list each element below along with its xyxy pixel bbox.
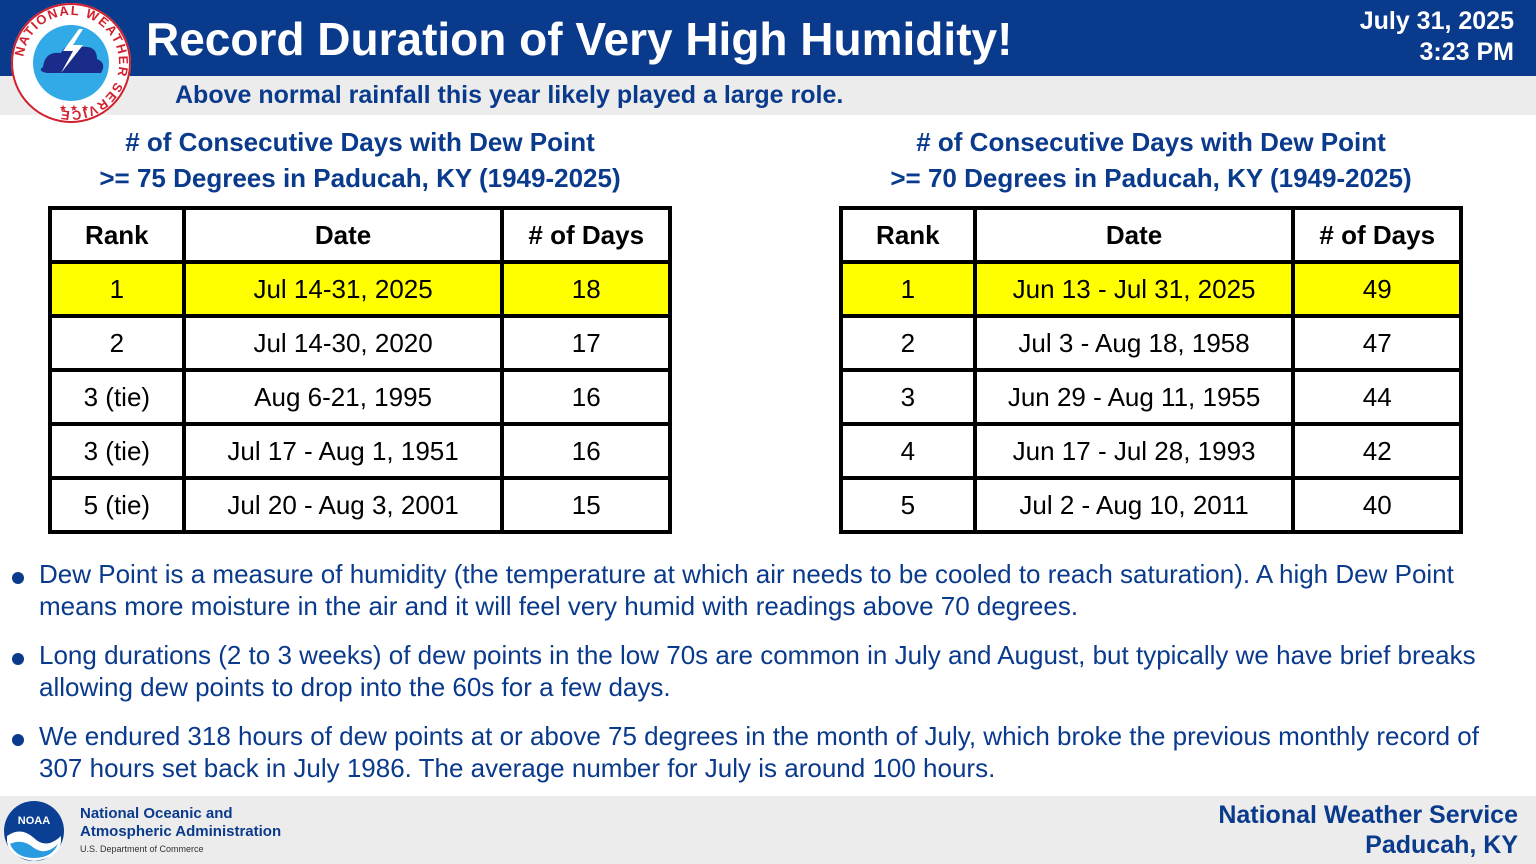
table-row: 1 Jul 14-31, 2025 18: [48, 260, 672, 318]
rank-cell: 3 (tie): [48, 422, 186, 480]
records-table-70: Rank Date # of Days 1 Jun 13 - Jul 31, 2…: [839, 206, 1463, 534]
date-cell: Jul 17 - Aug 1, 1951: [181, 422, 505, 480]
subtitle-band: [0, 76, 1536, 115]
days-cell: 18: [500, 260, 672, 318]
date-cell: Jul 3 - Aug 18, 1958: [972, 314, 1296, 372]
table-header-row: Rank Date # of Days: [48, 206, 672, 264]
section-dewpoint-75: # of Consecutive Days with Dew Point >= …: [48, 124, 672, 534]
noaa-name-line2: Atmospheric Administration: [80, 823, 282, 840]
noaa-department: U.S. Department of Commerce: [80, 844, 204, 854]
date-cell: Jun 17 - Jul 28, 1993: [972, 422, 1296, 480]
date-cell: Aug 6-21, 1995: [181, 368, 505, 426]
nws-logo-icon: NATIONAL WEATHER SERVICE ★ ★ ★: [11, 3, 131, 123]
issue-time: 3:23 PM: [1419, 38, 1514, 66]
date-cell: Jul 14-30, 2020: [181, 314, 505, 372]
section-title-75-line1: # of Consecutive Days with Dew Point: [125, 127, 595, 157]
bullet-dot-icon: [12, 734, 24, 746]
table-row: 5 (tie) Jul 20 - Aug 3, 2001 15: [48, 476, 672, 534]
days-cell: 16: [500, 368, 672, 426]
issue-date: July 31, 2025: [1359, 7, 1514, 35]
rank-cell: 3 (tie): [48, 368, 186, 426]
notes-list: Dew Point is a measure of humidity (the …: [12, 558, 1527, 801]
section-dewpoint-70: # of Consecutive Days with Dew Point >= …: [839, 124, 1463, 534]
page-title: Record Duration of Very High Humidity!: [146, 13, 1013, 65]
rank-cell: 1: [839, 260, 977, 318]
footer-band: [0, 796, 1536, 864]
note-text: Long durations (2 to 3 weeks) of dew poi…: [39, 640, 1476, 702]
table-row: 3 (tie) Aug 6-21, 1995 16: [48, 368, 672, 426]
table-row: 4 Jun 17 - Jul 28, 1993 42: [839, 422, 1463, 480]
days-cell: 42: [1291, 422, 1463, 480]
days-cell: 49: [1291, 260, 1463, 318]
table-row: 5 Jul 2 - Aug 10, 2011 40: [839, 476, 1463, 534]
nws-office-line1: National Weather Service: [1218, 801, 1518, 829]
table-row: 1 Jun 13 - Jul 31, 2025 49: [839, 260, 1463, 318]
noaa-name-line1: National Oceanic and: [80, 805, 233, 822]
date-cell: Jun 29 - Aug 11, 1955: [972, 368, 1296, 426]
date-cell: Jul 14-31, 2025: [181, 260, 505, 318]
list-item: We endured 318 hours of dew points at or…: [12, 720, 1527, 784]
svg-text:NOAA: NOAA: [18, 815, 50, 827]
date-cell: Jul 2 - Aug 10, 2011: [972, 476, 1296, 534]
column-header-rank: Rank: [48, 206, 186, 264]
date-cell: Jun 13 - Jul 31, 2025: [972, 260, 1296, 318]
noaa-logo-icon: NOAA: [4, 801, 64, 861]
rank-cell: 2: [48, 314, 186, 372]
days-cell: 17: [500, 314, 672, 372]
note-text: Dew Point is a measure of humidity (the …: [39, 559, 1454, 621]
column-header-date: Date: [181, 206, 505, 264]
bullet-dot-icon: [12, 653, 24, 665]
days-cell: 44: [1291, 368, 1463, 426]
days-cell: 15: [500, 476, 672, 534]
noaa-name: National Oceanic and Atmospheric Adminis…: [80, 805, 281, 841]
rank-cell: 2: [839, 314, 977, 372]
section-title-75-line2: >= 75 Degrees in Paducah, KY (1949-2025): [99, 163, 621, 193]
rank-cell: 5: [839, 476, 977, 534]
date-cell: Jul 20 - Aug 3, 2001: [181, 476, 505, 534]
records-table-75: Rank Date # of Days 1 Jul 14-31, 2025 18…: [48, 206, 672, 534]
days-cell: 47: [1291, 314, 1463, 372]
rank-cell: 1: [48, 260, 186, 318]
table-row: 2 Jul 14-30, 2020 17: [48, 314, 672, 372]
section-title-70-line2: >= 70 Degrees in Paducah, KY (1949-2025): [890, 163, 1412, 193]
section-title-75: # of Consecutive Days with Dew Point >= …: [48, 124, 672, 196]
svg-text:★ ★ ★: ★ ★ ★: [59, 104, 89, 114]
nws-office: National Weather Service Paducah, KY: [1218, 800, 1518, 860]
list-item: Long durations (2 to 3 weeks) of dew poi…: [12, 639, 1527, 703]
rank-cell: 5 (tie): [48, 476, 186, 534]
table-header-row: Rank Date # of Days: [839, 206, 1463, 264]
days-cell: 16: [500, 422, 672, 480]
table-row: 3 (tie) Jul 17 - Aug 1, 1951 16: [48, 422, 672, 480]
column-header-days: # of Days: [1291, 206, 1463, 264]
issue-datetime: July 31, 2025 3:23 PM: [1360, 6, 1514, 68]
column-header-days: # of Days: [500, 206, 672, 264]
column-header-date: Date: [972, 206, 1296, 264]
table-row: 3 Jun 29 - Aug 11, 1955 44: [839, 368, 1463, 426]
column-header-rank: Rank: [839, 206, 977, 264]
note-text: We endured 318 hours of dew points at or…: [39, 721, 1479, 783]
nws-office-line2: Paducah, KY: [1365, 831, 1518, 859]
table-row: 2 Jul 3 - Aug 18, 1958 47: [839, 314, 1463, 372]
page-subtitle: Above normal rainfall this year likely p…: [175, 81, 844, 109]
section-title-70: # of Consecutive Days with Dew Point >= …: [839, 124, 1463, 196]
list-item: Dew Point is a measure of humidity (the …: [12, 558, 1527, 622]
rank-cell: 3: [839, 368, 977, 426]
days-cell: 40: [1291, 476, 1463, 534]
bullet-dot-icon: [12, 572, 24, 584]
section-title-70-line1: # of Consecutive Days with Dew Point: [916, 127, 1386, 157]
header-bar: [0, 0, 1536, 76]
rank-cell: 4: [839, 422, 977, 480]
